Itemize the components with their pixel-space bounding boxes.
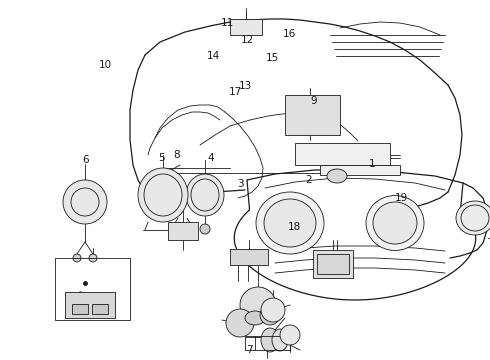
Bar [295, 143, 390, 165]
Circle shape [261, 298, 285, 322]
Circle shape [260, 305, 280, 325]
Bar [285, 95, 340, 135]
Text: 5: 5 [158, 153, 165, 163]
Circle shape [89, 254, 97, 262]
Text: 18: 18 [287, 222, 301, 232]
Text: 1: 1 [369, 159, 376, 169]
Text: 9: 9 [310, 96, 317, 106]
Ellipse shape [245, 311, 265, 325]
Circle shape [200, 224, 210, 234]
Circle shape [240, 287, 276, 323]
Ellipse shape [456, 201, 490, 235]
Bar [72, 304, 88, 314]
Ellipse shape [186, 174, 224, 216]
Bar [313, 250, 353, 278]
Bar [245, 336, 290, 350]
Text: 3: 3 [237, 179, 244, 189]
Text: 4: 4 [207, 153, 214, 163]
Bar [317, 254, 349, 274]
Text: 2: 2 [305, 175, 312, 185]
Circle shape [73, 254, 81, 262]
Text: 14: 14 [206, 51, 220, 61]
Bar [320, 165, 400, 175]
Bar [55, 258, 130, 320]
Text: 15: 15 [265, 53, 279, 63]
Bar [230, 19, 262, 35]
Bar [65, 292, 115, 318]
Circle shape [280, 325, 300, 345]
Text: 19: 19 [395, 193, 409, 203]
Ellipse shape [366, 195, 424, 251]
Text: 17: 17 [228, 87, 242, 97]
Text: 8: 8 [173, 150, 180, 160]
Text: 7: 7 [246, 345, 253, 355]
Text: 11: 11 [221, 18, 235, 28]
Ellipse shape [373, 202, 417, 244]
Ellipse shape [327, 169, 347, 183]
Ellipse shape [256, 192, 324, 254]
Ellipse shape [264, 199, 316, 247]
Text: 10: 10 [99, 60, 112, 70]
Ellipse shape [272, 329, 288, 351]
Bar [230, 249, 268, 265]
Ellipse shape [138, 168, 188, 222]
Text: 13: 13 [238, 81, 252, 91]
Bar [168, 222, 198, 240]
Text: 16: 16 [282, 29, 296, 39]
Text: 6: 6 [82, 155, 89, 165]
Bar [92, 304, 108, 314]
Ellipse shape [261, 328, 279, 352]
Circle shape [226, 309, 254, 337]
Text: 12: 12 [241, 35, 254, 45]
Circle shape [63, 180, 107, 224]
